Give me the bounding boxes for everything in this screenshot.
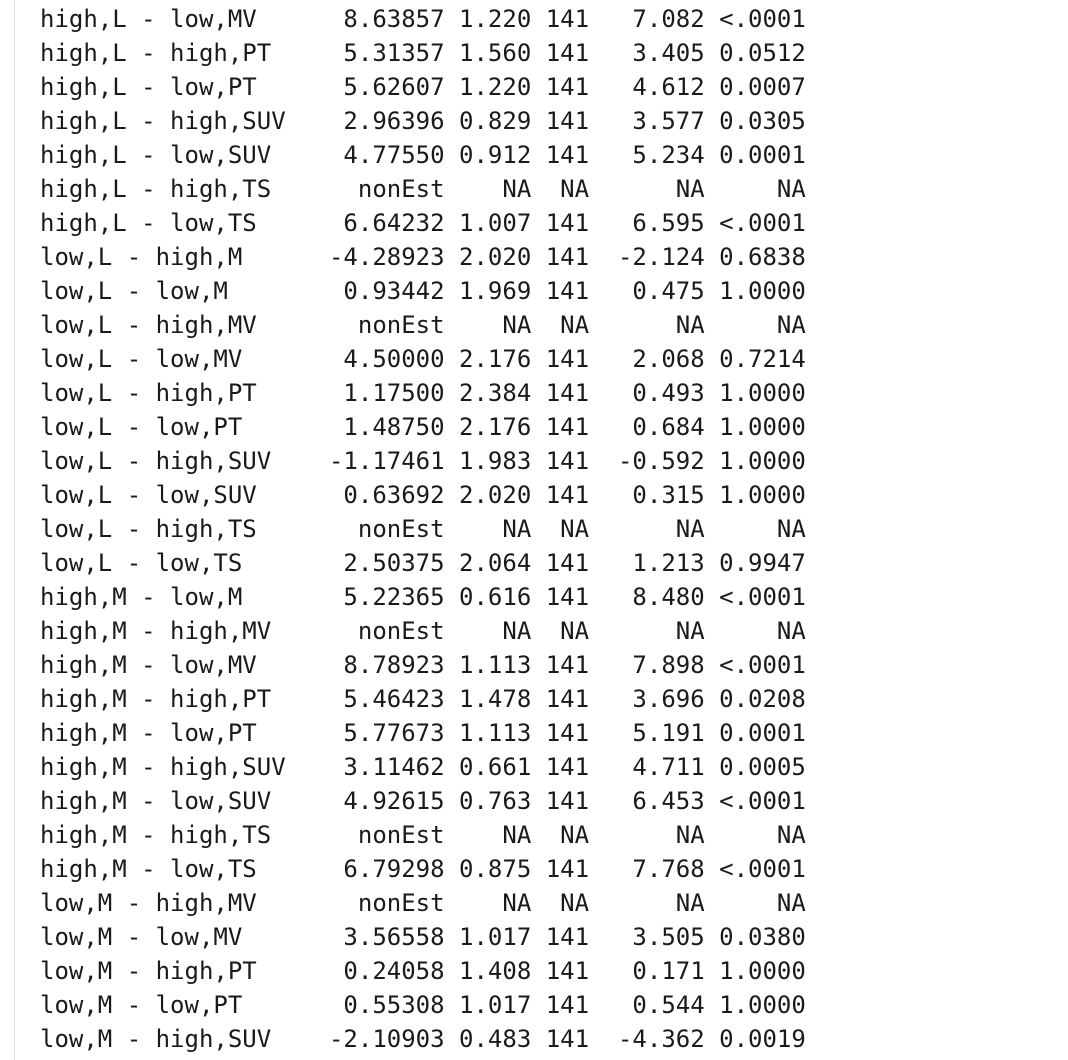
- console-output-line: high,L - low,MV 8.63857 1.220 141 7.082 …: [40, 5, 806, 33]
- console-output-line: low,L - low,PT 1.48750 2.176 141 0.684 1…: [40, 413, 806, 441]
- console-output-line: high,M - low,TS 6.79298 0.875 141 7.768 …: [40, 855, 806, 883]
- console-output-line: low,L - low,TS 2.50375 2.064 141 1.213 0…: [40, 549, 806, 577]
- console-output-line: high,M - low,PT 5.77673 1.113 141 5.191 …: [40, 719, 806, 747]
- console-output-line: high,M - high,PT 5.46423 1.478 141 3.696…: [40, 685, 806, 713]
- console-output-line: low,M - low,MV 3.56558 1.017 141 3.505 0…: [40, 923, 806, 951]
- console-output-line: low,L - low,M 0.93442 1.969 141 0.475 1.…: [40, 277, 806, 305]
- console-output-line: low,L - high,SUV -1.17461 1.983 141 -0.5…: [40, 447, 806, 475]
- console-output-line: high,M - high,SUV 3.11462 0.661 141 4.71…: [40, 753, 806, 781]
- console-output-line: low,L - high,MV nonEst NA NA NA NA: [40, 311, 806, 339]
- console-output-line: high,M - low,MV 8.78923 1.113 141 7.898 …: [40, 651, 806, 679]
- console-output-line: high,L - low,TS 6.64232 1.007 141 6.595 …: [40, 209, 806, 237]
- console-output-line: low,L - low,MV 4.50000 2.176 141 2.068 0…: [40, 345, 806, 373]
- console-output-line: high,L - high,SUV 2.96396 0.829 141 3.57…: [40, 107, 806, 135]
- console-output-line: high,L - low,SUV 4.77550 0.912 141 5.234…: [40, 141, 806, 169]
- console-output-line: high,M - high,TS nonEst NA NA NA NA: [40, 821, 806, 849]
- console-output-line: low,M - high,MV nonEst NA NA NA NA: [40, 889, 806, 917]
- console-output-line: low,L - low,SUV 0.63692 2.020 141 0.315 …: [40, 481, 806, 509]
- console-output-line: low,M - high,SUV -2.10903 0.483 141 -4.3…: [40, 1025, 806, 1053]
- console-output-line: high,M - low,M 5.22365 0.616 141 8.480 <…: [40, 583, 806, 611]
- console-output-line: low,L - high,PT 1.17500 2.384 141 0.493 …: [40, 379, 806, 407]
- console-output-line: high,M - low,SUV 4.92615 0.763 141 6.453…: [40, 787, 806, 815]
- console-output-line: high,L - high,TS nonEst NA NA NA NA: [40, 175, 806, 203]
- console-output-line: low,L - high,M -4.28923 2.020 141 -2.124…: [40, 243, 806, 271]
- console-output-line: high,M - high,MV nonEst NA NA NA NA: [40, 617, 806, 645]
- console-output-line: low,L - high,TS nonEst NA NA NA NA: [40, 515, 806, 543]
- console-output-text: high,L - low,MV 8.63857 1.220 141 7.082 …: [40, 2, 806, 1056]
- console-output-line: high,L - low,PT 5.62607 1.220 141 4.612 …: [40, 73, 806, 101]
- console-output-line: low,M - high,PT 0.24058 1.408 141 0.171 …: [40, 957, 806, 985]
- console-output-line: low,M - low,PT 0.55308 1.017 141 0.544 1…: [40, 991, 806, 1019]
- console-output-line: high,L - high,PT 5.31357 1.560 141 3.405…: [40, 39, 806, 67]
- left-border-divider: [14, 0, 15, 1060]
